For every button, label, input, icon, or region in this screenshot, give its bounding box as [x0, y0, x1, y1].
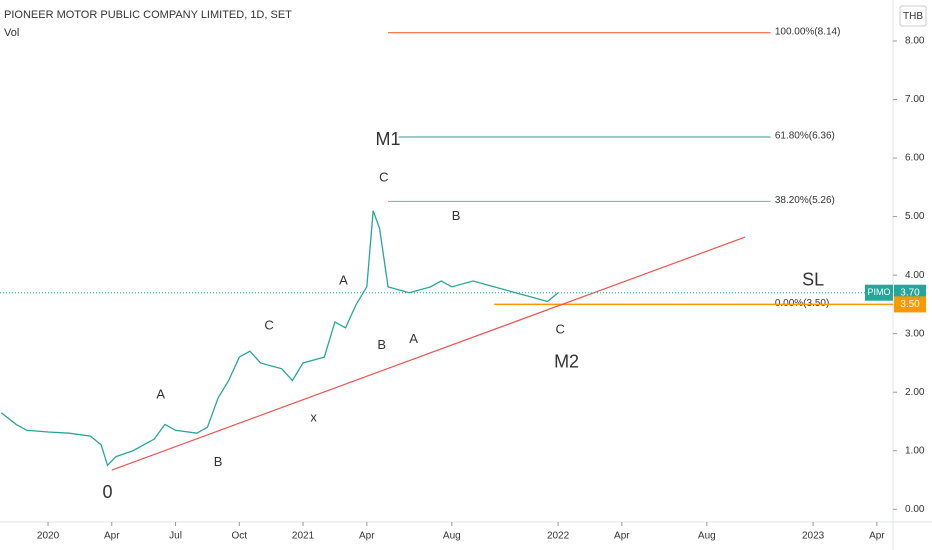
- wave-label: SL: [802, 270, 824, 290]
- wave-label: B: [214, 454, 223, 469]
- x-tick-label: Oct: [232, 531, 248, 542]
- stop-badge: [894, 296, 926, 313]
- currency-box[interactable]: [899, 5, 927, 27]
- wave-label: M2: [554, 352, 579, 372]
- x-tick-label: 2023: [802, 531, 825, 542]
- stop-badge-label: 3.50: [900, 299, 920, 310]
- y-tick-label: 3.00: [905, 328, 925, 339]
- wave-label: B: [377, 337, 386, 352]
- wave-label: C: [556, 322, 565, 337]
- currency[interactable]: THB: [903, 11, 923, 22]
- x-tick-label: 2022: [547, 531, 570, 542]
- y-tick-label: 7.00: [905, 94, 925, 105]
- fib-label: 100.00%(8.14): [775, 26, 841, 37]
- symbol-badge: [865, 284, 893, 301]
- x-tick-label: 2020: [37, 531, 60, 542]
- symbol-badge-label: PIMO: [867, 287, 890, 297]
- indicator-label: Vol: [4, 27, 19, 39]
- x-tick-label: Aug: [698, 531, 716, 542]
- wave-label: C: [264, 318, 273, 333]
- wave-label: 0: [103, 482, 113, 502]
- wave-label: A: [409, 331, 418, 346]
- x-tick-label: 2021: [292, 531, 315, 542]
- y-tick-label: 1.00: [905, 445, 925, 456]
- chart-title: PIONEER MOTOR PUBLIC COMPANY LIMITED, 1D…: [4, 9, 292, 21]
- fib-label: 38.20%(5.26): [775, 195, 835, 206]
- wave-label: A: [156, 387, 165, 402]
- y-tick-label: 0.00: [905, 504, 925, 515]
- wave-label: x: [310, 409, 317, 424]
- price-line: [0, 210, 559, 467]
- wave-label: B: [452, 208, 461, 223]
- x-tick-label: Aug: [443, 531, 461, 542]
- y-tick-label: 6.00: [905, 153, 925, 164]
- wave-label: M1: [376, 129, 401, 149]
- y-tick-label: 4.00: [905, 270, 925, 281]
- fib-label: 0.00%(3.50): [775, 298, 829, 309]
- x-tick-label: Apr: [359, 531, 375, 542]
- x-tick-label: Jul: [169, 531, 182, 542]
- fib-label: 61.80%(6.36): [775, 131, 835, 142]
- x-tick-label: Apr: [869, 531, 885, 542]
- wave-label: A: [339, 272, 348, 287]
- price-badge-label: 3.70: [900, 287, 920, 298]
- x-tick-label: Apr: [104, 531, 120, 542]
- y-tick-label: 8.00: [905, 36, 925, 47]
- x-tick-label: Apr: [614, 531, 630, 542]
- y-tick-label: 2.00: [905, 387, 925, 398]
- wave-label: C: [379, 169, 388, 184]
- trend-line: [111, 236, 746, 471]
- y-tick-label: 5.00: [905, 211, 925, 222]
